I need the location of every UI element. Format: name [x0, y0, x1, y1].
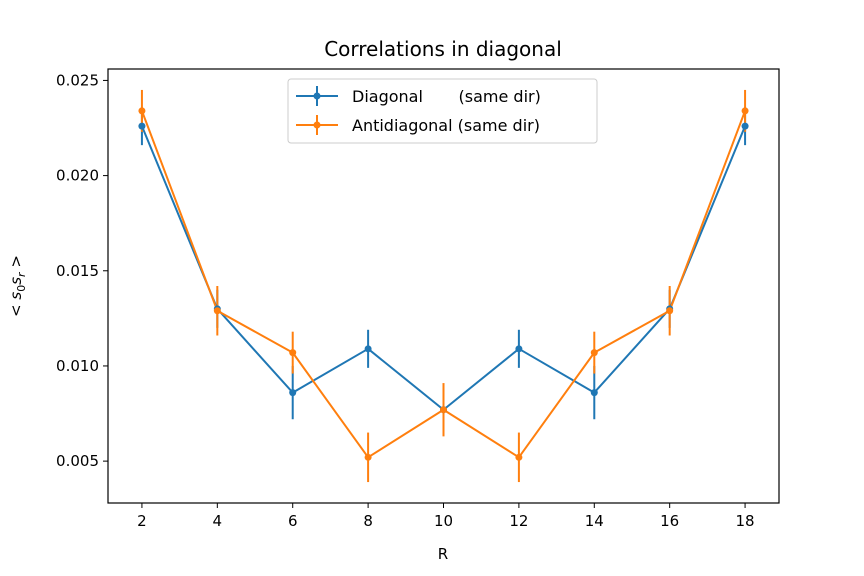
data-point	[590, 389, 598, 397]
data-point	[138, 122, 146, 130]
x-tick-label: 16	[660, 512, 679, 530]
y-axis-label-gt: >	[7, 255, 25, 272]
data-point	[741, 122, 749, 130]
legend-box	[287, 78, 598, 144]
x-axis-ticks: 2 4 6 8 10 12 14 16 18	[137, 503, 755, 530]
data-point	[364, 345, 372, 353]
y-axis-label-subr: r	[15, 271, 28, 277]
y-tick-label: 0.020	[56, 167, 99, 185]
x-tick-label: 10	[434, 512, 453, 530]
data-point	[138, 107, 146, 115]
legend-marker	[313, 92, 321, 100]
data-point	[289, 389, 297, 397]
legend-marker	[313, 121, 321, 129]
data-point	[741, 107, 749, 115]
data-point	[213, 307, 221, 315]
x-tick-label: 12	[509, 512, 528, 530]
x-axis-label: R	[438, 545, 448, 563]
x-tick-label: 6	[288, 512, 298, 530]
data-point	[364, 453, 372, 461]
y-tick-label: 0.005	[56, 452, 99, 470]
y-axis-label: < s0sr >	[7, 255, 28, 317]
y-tick-label: 0.015	[56, 262, 99, 280]
x-tick-label: 2	[137, 512, 147, 530]
x-tick-label: 4	[213, 512, 223, 530]
data-point	[515, 345, 523, 353]
y-axis-label-s0: s	[7, 292, 25, 300]
y-axis-label-sub0: 0	[15, 285, 28, 292]
y-tick-label: 0.025	[56, 71, 99, 89]
legend-label: Antidiagonal (same dir)	[352, 116, 540, 135]
data-point	[590, 349, 598, 357]
legend-label: Diagonal (same dir)	[352, 87, 541, 106]
y-axis-label-lt: <	[7, 300, 25, 317]
y-axis-ticks: 0.005 0.010 0.015 0.020 0.025	[56, 71, 108, 470]
x-tick-label: 14	[585, 512, 604, 530]
data-point	[289, 349, 297, 357]
y-tick-label: 0.010	[56, 357, 99, 375]
x-tick-label: 18	[736, 512, 755, 530]
y-axis-label-sr: s	[7, 277, 25, 285]
x-tick-label: 8	[363, 512, 373, 530]
data-point	[440, 406, 447, 414]
series-points	[138, 107, 749, 461]
data-point	[515, 453, 523, 461]
legend: Diagonal (same dir) Antidiagonal (same di…	[287, 78, 598, 144]
chart-title: Correlations in diagonal	[324, 37, 562, 61]
data-point	[666, 307, 674, 315]
